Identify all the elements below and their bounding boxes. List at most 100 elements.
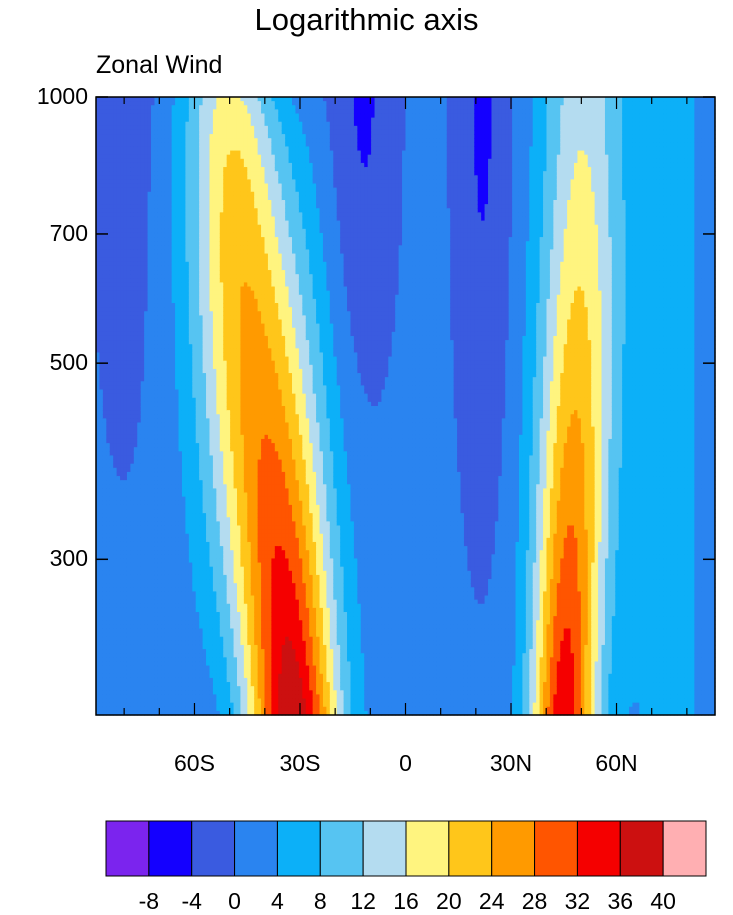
contour-cell <box>123 414 128 419</box>
contour-cell <box>192 410 197 415</box>
contour-cell <box>96 109 101 115</box>
contour-cell <box>126 509 131 514</box>
contour-cell <box>113 451 118 457</box>
contour-cell <box>168 401 173 407</box>
contour-cell <box>106 476 111 481</box>
contour-cell <box>120 360 125 366</box>
contour-cell <box>144 649 149 654</box>
contour-cell <box>137 121 142 127</box>
contour-cell <box>102 298 107 304</box>
contour-cell <box>120 690 125 695</box>
contour-cell <box>164 385 169 391</box>
contour-cell <box>171 603 176 609</box>
contour-cell <box>113 167 118 172</box>
contour-cell <box>161 142 166 148</box>
contour-cell <box>151 410 156 415</box>
contour-cell <box>106 434 111 440</box>
contour-cell <box>199 467 204 473</box>
contour-cell <box>185 558 190 564</box>
contour-cell <box>202 459 207 465</box>
contour-cell <box>130 389 135 395</box>
contour-cell <box>113 129 118 135</box>
contour-cell <box>137 570 142 576</box>
contour-cell <box>202 566 207 572</box>
contour-cell <box>123 443 128 448</box>
contour-cell <box>171 286 176 292</box>
contour-cell <box>137 245 142 251</box>
contour-cell <box>137 492 142 498</box>
contour-cell <box>164 125 169 131</box>
contour-cell <box>154 274 159 279</box>
contour-cell <box>168 142 173 148</box>
contour-cell <box>178 307 183 312</box>
contour-cell <box>168 653 173 658</box>
contour-cell <box>96 352 101 358</box>
contour-cell <box>202 537 207 543</box>
contour-cell <box>96 356 101 362</box>
contour-cell <box>120 290 125 296</box>
contour-cell <box>168 649 173 654</box>
contour-cell <box>123 558 128 564</box>
contour-cell <box>109 541 114 547</box>
contour-cell <box>178 105 183 110</box>
contour-cell <box>161 200 166 205</box>
contour-cell <box>116 282 121 288</box>
contour-cell <box>168 509 173 514</box>
contour-cell <box>192 595 197 601</box>
contour-cell <box>168 356 173 362</box>
contour-cell <box>109 430 114 436</box>
contour-cell <box>206 636 211 642</box>
contour-cell <box>151 237 156 242</box>
contour-cell <box>130 434 135 440</box>
contour-cell <box>188 294 193 300</box>
contour-cell <box>113 241 118 246</box>
contour-cell <box>140 146 145 152</box>
contour-cell <box>168 455 173 461</box>
contour-cell <box>154 249 159 255</box>
contour-cell <box>113 195 118 201</box>
contour-cell <box>113 175 118 180</box>
contour-cell <box>133 134 138 139</box>
contour-cell <box>123 541 128 547</box>
contour-cell <box>120 682 125 687</box>
contour-cell <box>116 323 121 329</box>
contour-cell <box>106 286 111 292</box>
contour-cell <box>181 694 187 700</box>
contour-cell <box>109 550 114 555</box>
contour-cell <box>181 150 187 156</box>
contour-cell <box>157 158 162 164</box>
contour-cell <box>151 344 156 349</box>
contour-cell <box>102 533 107 539</box>
contour-cell <box>120 500 125 506</box>
contour-cell <box>120 121 125 127</box>
contour-cell <box>202 224 207 230</box>
contour-cell <box>185 175 190 180</box>
contour-cell <box>154 550 159 555</box>
contour-cell <box>123 307 128 312</box>
contour-cell <box>171 385 176 391</box>
contour-cell <box>144 204 149 209</box>
contour-cell <box>171 525 176 531</box>
contour-cell <box>175 142 180 148</box>
contour-cell <box>133 360 138 366</box>
contour-cell <box>140 455 145 461</box>
contour-cell <box>151 134 156 139</box>
contour-cell <box>137 265 142 271</box>
contour-cell <box>102 426 107 432</box>
contour-cell <box>116 628 121 634</box>
contour-cell <box>96 319 101 325</box>
contour-cell <box>120 484 125 489</box>
contour-cell <box>120 195 125 201</box>
contour-cell <box>151 595 156 601</box>
contour-cell <box>157 179 162 185</box>
contour-cell <box>178 521 183 527</box>
contour-cell <box>188 249 193 255</box>
contour-cell <box>192 134 197 139</box>
contour-cell <box>120 183 125 189</box>
contour-cell <box>178 138 183 143</box>
contour-cell <box>206 389 211 395</box>
contour-cell <box>147 154 152 160</box>
contour-cell <box>147 480 152 485</box>
contour-cell <box>181 167 187 172</box>
contour-cell <box>99 389 104 395</box>
